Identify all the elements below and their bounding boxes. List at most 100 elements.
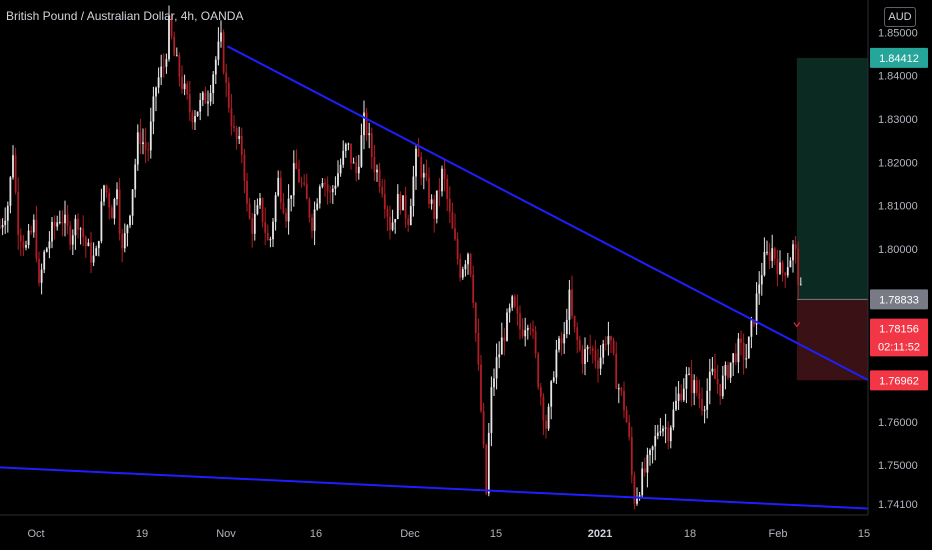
candle-body — [292, 163, 295, 196]
candle-body — [526, 327, 529, 331]
candle-body — [472, 274, 475, 303]
candle-body — [17, 191, 20, 236]
candle-body — [714, 368, 716, 379]
candle-body — [677, 393, 680, 401]
candle-body — [386, 209, 389, 217]
candle-body — [334, 185, 337, 189]
candle-body — [620, 388, 623, 392]
candle-body — [373, 156, 376, 173]
candle-body — [300, 182, 303, 184]
candle-body — [199, 99, 202, 112]
time-tick-label: Dec — [400, 528, 420, 540]
candle-body — [552, 377, 555, 382]
candle-body — [326, 184, 329, 192]
candle-body — [87, 242, 90, 247]
price-tag — [870, 370, 928, 391]
trendline-2 — [0, 466, 869, 510]
price-tag — [870, 47, 928, 68]
candle-body — [209, 93, 212, 102]
candle-body — [321, 183, 324, 187]
candle-body — [71, 235, 74, 245]
candle-body — [508, 307, 511, 313]
price-tick-label: 1.74100 — [878, 499, 918, 511]
candle-body — [350, 143, 352, 163]
currency-button[interactable]: AUD — [884, 7, 916, 27]
candle-body — [454, 228, 456, 240]
candle-body — [25, 245, 27, 248]
candle-body — [134, 164, 137, 190]
candle-body — [516, 306, 519, 314]
candle-body — [105, 185, 108, 193]
price-tag — [870, 289, 928, 310]
candle-body — [40, 269, 43, 283]
candle-body — [667, 427, 670, 442]
price-axis[interactable]: 1.85000 1.84000 1.83000 1.82000 1.81000 1.800… — [867, 0, 918, 515]
candle-body — [240, 135, 243, 155]
candle-body — [409, 206, 412, 225]
price-tick-label: 1.85000 — [878, 27, 918, 39]
candle-body — [513, 296, 516, 307]
candle-body — [399, 194, 402, 211]
candle-body — [298, 168, 300, 183]
candle-body — [82, 228, 85, 238]
candle-body — [586, 346, 589, 350]
candle-body — [771, 248, 774, 261]
candle-body — [682, 388, 685, 401]
candle-body — [149, 121, 152, 151]
candle-body — [602, 343, 605, 358]
candle-body — [365, 112, 368, 136]
candle-body — [625, 410, 628, 423]
time-axis[interactable]: Oct 19 Nov 16 Dec 15 2021 18 Feb 15 — [0, 514, 870, 540]
price-tick-label: 1.82000 — [878, 157, 918, 169]
candle-body — [233, 125, 235, 128]
price-tag-label: 1.76962 — [879, 375, 919, 387]
trendlines[interactable] — [0, 45, 869, 510]
candle-body — [183, 83, 186, 90]
candle-body — [204, 92, 207, 104]
candle-body — [394, 219, 397, 223]
candle-body — [152, 96, 155, 122]
candle-body — [201, 92, 204, 100]
candle-body — [737, 338, 740, 363]
candle-body — [113, 199, 116, 219]
price-tick-label: 1.83000 — [878, 114, 918, 126]
candle-body — [680, 393, 683, 401]
candle-body — [638, 495, 641, 497]
candle-body — [563, 334, 566, 344]
candle-body — [724, 364, 727, 376]
candle-body — [493, 378, 495, 388]
candle-body — [594, 350, 597, 361]
candle-body — [776, 258, 779, 275]
candle-body — [721, 375, 724, 397]
candle-body — [277, 177, 280, 196]
candle-body — [433, 199, 436, 219]
candle-body — [339, 164, 342, 174]
time-tick-label: Oct — [27, 528, 44, 540]
candle-body — [643, 468, 646, 473]
candle-body — [38, 258, 40, 283]
price-tag-label: 1.78156 — [879, 324, 919, 336]
candle-body — [108, 192, 111, 208]
candle-body — [295, 163, 298, 169]
candle-body — [6, 205, 9, 221]
candle-body — [412, 176, 415, 207]
candle-body — [742, 342, 745, 360]
candle-body — [376, 169, 378, 173]
candle-body — [407, 218, 410, 225]
candle-body — [461, 269, 464, 278]
candle-body — [495, 357, 498, 379]
candle-body — [160, 66, 163, 78]
candle-body — [784, 272, 787, 276]
candle-body — [95, 248, 98, 256]
candle-body — [591, 348, 594, 351]
candle-body — [719, 383, 722, 397]
candle-body — [48, 241, 51, 249]
candle-body — [74, 218, 77, 236]
candle-body — [781, 262, 784, 273]
candle-body — [212, 74, 215, 94]
trendline-1 — [226, 45, 869, 381]
candlesticks — [0, 5, 802, 510]
candle-body — [615, 353, 618, 389]
candle-body — [64, 214, 66, 224]
